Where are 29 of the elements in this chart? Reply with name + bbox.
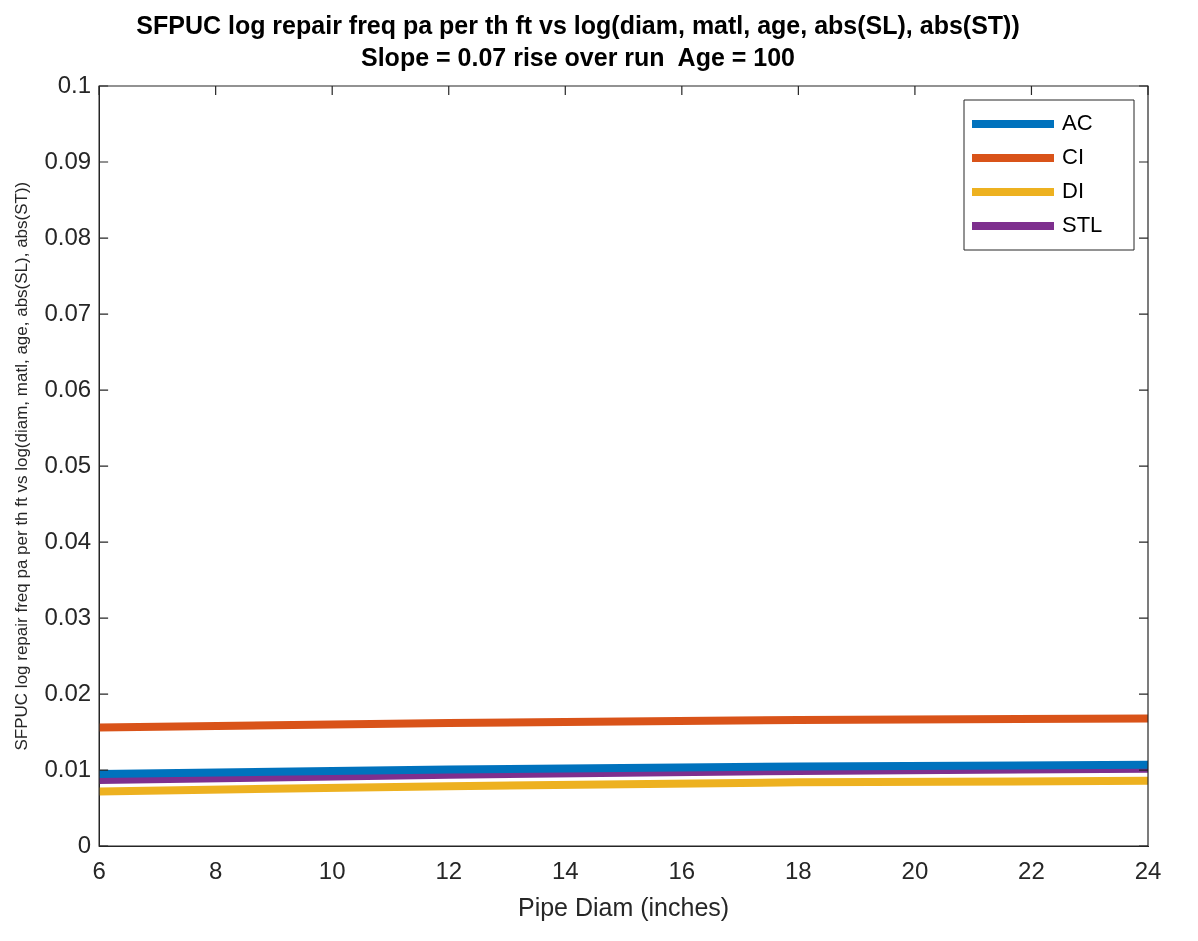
y-tick-label: 0.07 [44,298,92,326]
x-tick-label: 16 [668,857,696,885]
y-tick-label: 0.1 [57,70,92,98]
y-tick-label: 0.08 [44,222,92,250]
y-axis-title: SFPUC log repair freq pa per th ft vs log(diam, matl, age, abs(SL), abs(ST)) [11,181,31,751]
y-tick-label: 0.09 [44,146,92,174]
x-tick-label: 10 [318,857,346,885]
x-tick-label: 20 [901,857,929,885]
y-tick-label: 0 [77,830,92,858]
legend-label: STL [1062,212,1103,238]
x-tick-label: 22 [1018,857,1045,885]
y-tick-label: 0.04 [44,526,92,554]
x-tick-label: 18 [785,857,812,885]
x-tick-label: 8 [208,857,223,885]
legend-label: DI [1062,178,1084,204]
chart-title: SFPUC log repair freq pa per th ft vs log(diam, matl, age, abs(SL), abs(ST)) [136,10,1020,39]
y-tick-label: 0.05 [44,450,92,478]
y-tick-label: 0.02 [44,678,92,706]
chart-subtitle: Slope = 0.07 rise over run Age = 100 [360,42,796,71]
x-tick-label: 6 [92,857,106,885]
y-tick-label: 0.03 [44,602,92,630]
legend-label: AC [1062,110,1093,136]
y-tick-label: 0.01 [44,754,92,782]
x-tick-label: 24 [1134,857,1162,885]
x-tick-label: 12 [435,857,463,885]
legend-label: CI [1062,144,1084,170]
x-axis-title: Pipe Diam (inches) [517,892,730,921]
y-tick-label: 0.06 [44,374,92,402]
x-tick-label: 14 [551,857,579,885]
